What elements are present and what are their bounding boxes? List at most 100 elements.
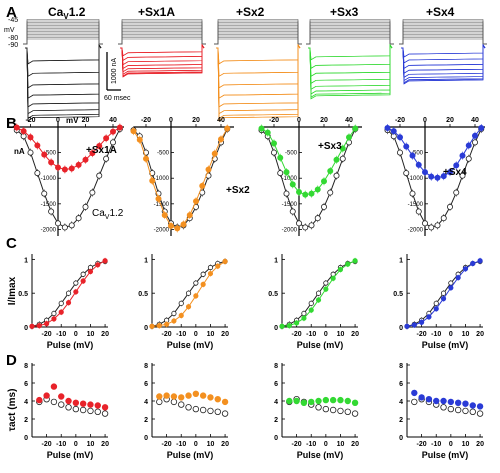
xtick-label: 10	[337, 331, 345, 338]
b-point-sx1a	[27, 134, 34, 141]
b-label-sx2: +Sx2	[226, 185, 250, 196]
xtick-label: 20	[101, 441, 109, 448]
b-point-sx2	[199, 182, 206, 189]
xtick-label: -10	[56, 331, 66, 338]
xtick-label: -20	[292, 441, 302, 448]
b-point-control	[277, 170, 284, 177]
xtick-label: 0	[194, 441, 198, 448]
point-sx2	[199, 392, 207, 399]
protocol-step	[214, 19, 302, 45]
b-point-sx3	[352, 125, 359, 132]
b-line-sx1a	[16, 127, 121, 171]
b-point-control	[453, 189, 460, 196]
ytick-label: 1	[144, 257, 148, 264]
ytick-label: 6	[144, 381, 148, 388]
b-ytick-label: -2000	[154, 227, 170, 233]
current-trace-sx3	[308, 43, 393, 61]
point-sx1a	[44, 321, 50, 327]
b-point-sx4	[446, 169, 453, 176]
b-point-sx4	[453, 162, 460, 169]
ytick-label: 4	[399, 399, 403, 406]
point-sx2	[178, 312, 184, 319]
point-sx1a	[65, 397, 72, 405]
point-sx1a	[87, 268, 94, 275]
point-control	[58, 300, 64, 306]
xtick-label: 10	[207, 331, 215, 338]
protocol-step	[118, 20, 206, 45]
protocol-step	[118, 26, 206, 45]
xtick-label: 20	[351, 331, 359, 338]
xaxis-label: Pulse (mV)	[422, 450, 469, 460]
b-point-sx1a	[96, 142, 103, 149]
protocol-step	[214, 38, 302, 45]
xtick-label: -10	[176, 441, 186, 448]
protocol-step	[306, 26, 394, 45]
b-point-sx4	[440, 173, 447, 180]
point-sx4	[411, 389, 418, 397]
b-point-control	[308, 222, 315, 229]
b-ytick-label: -2000	[41, 227, 57, 233]
current-trace-sx3	[308, 43, 393, 95]
trace-title-sx3: +Sx3	[330, 5, 359, 19]
xtick-label: -20	[417, 331, 427, 338]
protocol-v2-label: -90	[8, 42, 18, 49]
point-sx4	[440, 397, 447, 405]
current-trace-sx1a	[120, 43, 205, 73]
point-control	[80, 271, 86, 277]
current-trace-control	[25, 43, 102, 122]
protocol-step	[306, 20, 394, 45]
point-sx4	[411, 322, 417, 328]
xaxis-label: Pulse (mV)	[47, 450, 94, 460]
protocol-step	[306, 38, 394, 45]
point-control	[156, 398, 163, 406]
b-point-sx4	[434, 174, 441, 181]
current-trace-sx4	[401, 43, 486, 69]
b-point-control	[295, 220, 302, 227]
trace-title-sx1a: +Sx1A	[138, 5, 175, 19]
b-xtick-label: 40	[217, 117, 225, 124]
point-sx1a	[51, 316, 57, 322]
point-control	[178, 401, 185, 408]
protocol-step	[23, 19, 103, 45]
b-point-sx4	[471, 132, 478, 139]
point-sx4	[454, 399, 462, 406]
xtick-label: 20	[221, 441, 229, 448]
b-xunit-label: mV	[66, 116, 79, 125]
point-sx4	[433, 397, 440, 405]
point-control	[315, 290, 322, 296]
point-sx2	[207, 394, 214, 401]
point-sx1a	[80, 278, 86, 284]
b-point-sx3	[345, 134, 352, 141]
b-xtick-label: 20	[82, 117, 90, 124]
current-trace-sx1a	[120, 43, 205, 66]
b-point-sx3	[264, 129, 271, 136]
iv-plot-sx4: -20 0 20 40 -500 -1000 -1500 -2000	[384, 117, 485, 236]
b-point-sx3	[270, 140, 277, 147]
point-sx3	[286, 323, 292, 329]
point-control	[65, 290, 72, 296]
point-control	[221, 410, 229, 417]
ytick-label: 4	[24, 399, 28, 406]
xtick-label: -20	[417, 441, 427, 448]
trace-group-sx1a	[118, 19, 206, 78]
point-control	[440, 404, 447, 411]
iv-plot-sx2: -20 0 20 40 -500 -1000 -1500 -2000	[130, 117, 234, 236]
xtick-label: -10	[431, 331, 441, 338]
point-sx1a	[72, 399, 80, 406]
point-sx1a	[43, 392, 50, 399]
b-xtick-label: 20	[320, 117, 328, 124]
protocol-hold-label: -45	[8, 17, 18, 24]
point-sx3	[294, 320, 300, 326]
ytick-label: 0	[24, 325, 28, 332]
current-trace-sx3	[308, 43, 393, 95]
point-sx1a	[29, 323, 35, 329]
iv-plot-sx1a: -20 0 20 40-500-1000-1500-2000	[13, 117, 124, 236]
b-xtick-label: -20	[395, 117, 405, 124]
b-point-control	[446, 203, 453, 210]
point-sx2	[185, 392, 192, 399]
panel-a-traces	[23, 19, 487, 122]
current-trace-sx2	[216, 43, 301, 65]
point-control	[207, 264, 214, 271]
b-label-sx1a: +Sx1A	[86, 145, 117, 156]
